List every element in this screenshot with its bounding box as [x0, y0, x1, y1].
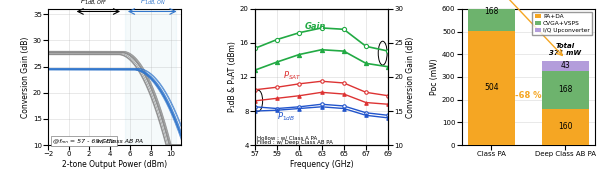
Bar: [542, 61, 589, 71]
Text: ABL OFF: ABL OFF: [294, 36, 331, 45]
Y-axis label: Pᴅc (mW): Pᴅc (mW): [430, 59, 439, 95]
Text: $P_{1dB,ON}$: $P_{1dB,ON}$: [140, 0, 166, 6]
Legend: PA+DA, CVGA+VSPS, I/Q Upconverter: PA+DA, CVGA+VSPS, I/Q Upconverter: [532, 12, 592, 35]
Text: ABL ON: ABL ON: [294, 64, 326, 73]
Y-axis label: P₁dB & PₛAT (dBm): P₁dB & PₛAT (dBm): [228, 42, 237, 112]
Y-axis label: Conversion Gain (dB): Conversion Gain (dB): [21, 36, 30, 118]
Text: 168: 168: [484, 7, 498, 16]
Bar: [125, 9, 176, 145]
Text: 168: 168: [558, 85, 573, 94]
Text: $P_{1dB,OFF}$: $P_{1dB,OFF}$: [81, 0, 108, 6]
Text: @fₘₙ = 57 - 69 GHz: @fₘₙ = 57 - 69 GHz: [53, 139, 114, 144]
Text: -68 %: -68 %: [515, 91, 542, 100]
Bar: [542, 71, 589, 109]
Bar: [468, 0, 515, 31]
Bar: [542, 109, 589, 145]
Text: $P_{SAT}$: $P_{SAT}$: [282, 70, 301, 82]
X-axis label: 2-tone Output Power (dBm): 2-tone Output Power (dBm): [63, 160, 167, 169]
Text: $P_{1dB}$: $P_{1dB}$: [277, 111, 295, 123]
X-axis label: Frequency (GHz): Frequency (GHz): [290, 160, 353, 169]
Text: Filled : w/ Deep Class AB PA: Filled : w/ Deep Class AB PA: [257, 140, 333, 145]
Bar: [468, 31, 515, 145]
Text: 43: 43: [560, 61, 570, 70]
Text: 504: 504: [484, 83, 499, 92]
Text: Hollow : w/ Class A PA: Hollow : w/ Class A PA: [257, 136, 317, 141]
Text: Gain: Gain: [305, 22, 326, 31]
Text: Total
371 mW: Total 371 mW: [549, 43, 581, 56]
Text: 160: 160: [558, 122, 573, 132]
Text: w/ Class AB PA: w/ Class AB PA: [97, 139, 143, 144]
Y-axis label: Conversion Gain (dB): Conversion Gain (dB): [406, 36, 415, 118]
